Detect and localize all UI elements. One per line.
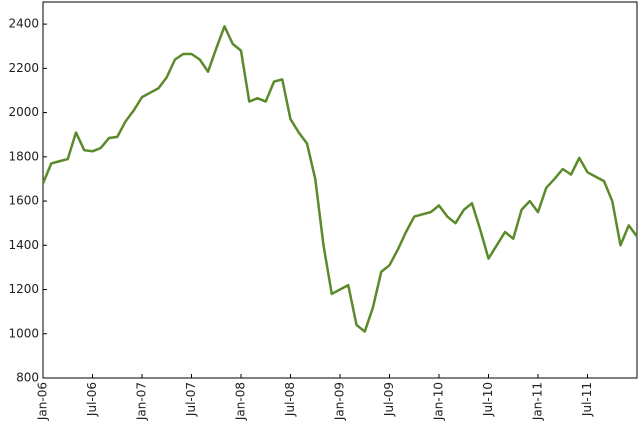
y-tick-label: 2000 [8,105,39,119]
y-tick-label: 800 [16,371,39,385]
y-tick-label: 1800 [8,149,39,163]
y-tick-label: 1000 [8,326,39,340]
x-tick-label: Jul-09 [382,382,396,417]
x-tick-label: Jan-11 [531,382,545,421]
y-tick-label: 1400 [8,238,39,252]
y-tick-label: 1200 [8,282,39,296]
x-tick-label: Jan-06 [36,382,50,421]
x-tick-label: Jul-08 [283,382,297,417]
y-tick-label: 2400 [8,17,39,31]
x-tick-label: Jan-10 [432,382,446,421]
x-tick-label: Jul-10 [481,382,495,417]
y-tick-label: 2200 [8,61,39,75]
x-tick-label: Jan-09 [333,382,347,421]
plot-frame [42,1,638,379]
x-tick-label: Jul-06 [85,382,99,417]
x-tick-label: Jul-11 [580,382,594,417]
y-tick-label: 1600 [8,194,39,208]
line-series [41,25,639,333]
x-tick-label: Jan-08 [234,382,248,421]
x-tick-label: Jan-07 [135,382,149,421]
x-tick-label: Jul-07 [184,382,198,417]
